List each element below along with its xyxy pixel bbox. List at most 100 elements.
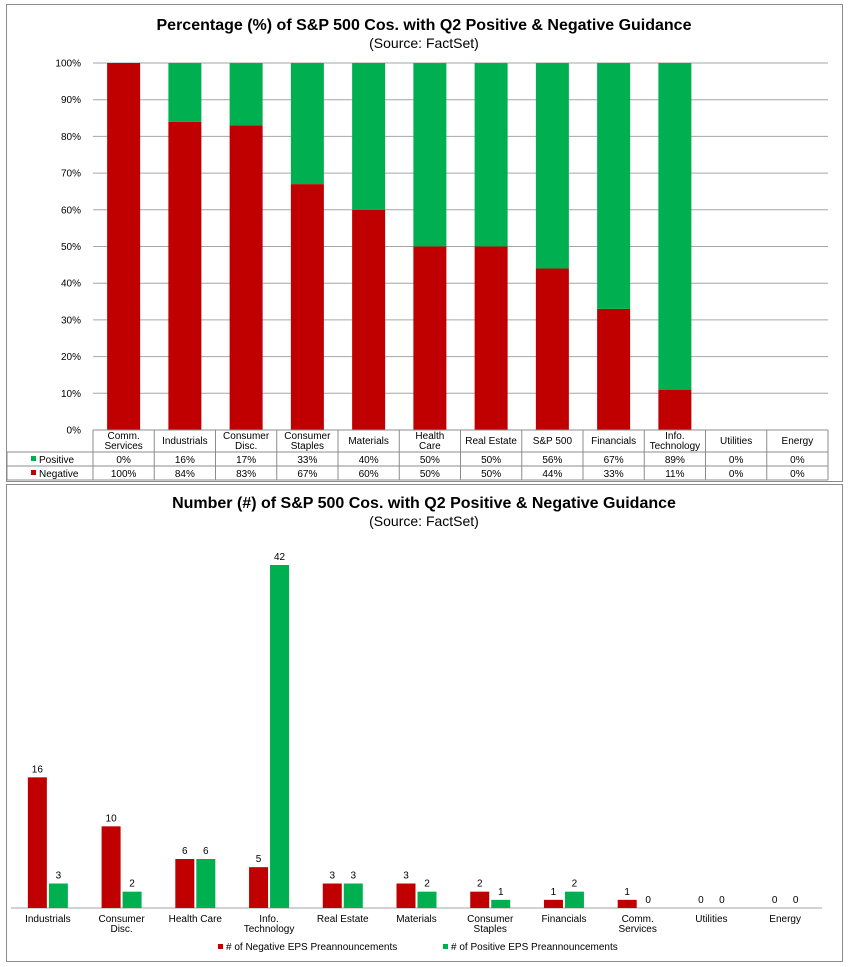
category-label: Staples (291, 441, 324, 452)
legend-key-negative (31, 470, 36, 475)
category-label: Comm. (108, 431, 140, 442)
bar-positive (168, 63, 202, 122)
category-label: Comm. (622, 914, 654, 925)
data-label-negative: 67% (297, 469, 317, 480)
data-label-positive: 56% (542, 455, 562, 466)
y-tick-label: 30% (61, 315, 81, 326)
bar-positive (658, 63, 692, 390)
bar-positive (491, 899, 511, 908)
bar-negative (658, 389, 692, 430)
data-label-positive: 67% (604, 455, 624, 466)
bar-negative (470, 891, 490, 908)
y-tick-label: 20% (61, 352, 81, 363)
legend-label-negative: Negative (39, 469, 79, 480)
data-label-negative: 0% (790, 469, 805, 480)
data-label-positive: 17% (236, 455, 256, 466)
category-label: Consumer (223, 431, 270, 442)
data-label-positive: 0 (793, 895, 799, 906)
percentage-chart: Percentage (%) of S&P 500 Cos. with Q2 P… (7, 17, 829, 481)
category-label: Care (419, 441, 441, 452)
category-label: Consumer (99, 914, 146, 925)
data-label-positive: 50% (420, 455, 440, 466)
bar-negative (322, 883, 342, 908)
y-tick-label: 50% (61, 242, 81, 253)
data-label-positive: 0% (116, 455, 131, 466)
bar-negative (535, 268, 569, 430)
data-label-negative: 1 (551, 887, 557, 898)
count-chart-panel: Number (#) of S&P 500 Cos. with Q2 Posit… (6, 484, 843, 962)
category-label: Technology (244, 924, 295, 935)
category-label: Info. (665, 431, 684, 442)
bar-negative (168, 121, 202, 430)
bar-negative (107, 63, 141, 430)
bar-negative (229, 125, 263, 430)
data-label-negative: 50% (420, 469, 440, 480)
category-label: Utilities (720, 436, 752, 447)
category-label: Consumer (467, 914, 514, 925)
y-tick-label: 90% (61, 95, 81, 106)
bar-positive (352, 63, 386, 210)
data-label-negative: 11% (665, 469, 684, 480)
data-label-positive: 1 (498, 887, 504, 898)
bar-positive (564, 891, 584, 908)
category-label: Energy (769, 914, 801, 925)
data-label-negative: 0 (698, 895, 704, 906)
chart-title: Percentage (%) of S&P 500 Cos. with Q2 P… (157, 17, 692, 34)
category-label: Disc. (110, 924, 132, 935)
bar-positive (413, 63, 447, 247)
chart-title: Number (#) of S&P 500 Cos. with Q2 Posit… (172, 495, 676, 512)
category-label: Energy (782, 436, 814, 447)
category-label: Health Care (169, 914, 223, 925)
category-label: Health (415, 431, 444, 442)
data-label-positive: 16% (175, 455, 195, 466)
bar-positive (48, 883, 68, 908)
category-label: Materials (348, 436, 389, 447)
data-label-negative: 0 (772, 895, 778, 906)
data-label-negative: 1 (624, 887, 630, 898)
data-label-negative: 100% (111, 469, 137, 480)
bar-positive (343, 883, 363, 908)
data-label-negative: 44% (542, 469, 562, 480)
legend-key-negative (218, 944, 223, 949)
bar-positive (597, 63, 631, 309)
category-label: Industrials (162, 436, 208, 447)
data-label-positive: 42 (274, 552, 286, 563)
bar-negative (597, 308, 631, 430)
data-label-positive: 50% (481, 455, 501, 466)
data-label-positive: 0 (645, 895, 651, 906)
data-label-negative: 5 (256, 854, 262, 865)
data-label-positive: 3 (56, 871, 62, 882)
bar-negative (27, 777, 47, 908)
bar-negative (290, 184, 324, 430)
data-label-positive: 40% (359, 455, 379, 466)
data-label-negative: 6 (182, 846, 188, 857)
category-label: Services (619, 924, 657, 935)
legend-label-positive: Positive (39, 455, 74, 466)
data-label-negative: 60% (359, 469, 379, 480)
category-label: Financials (541, 914, 586, 925)
category-label: Consumer (284, 431, 331, 442)
data-label-positive: 3 (350, 871, 356, 882)
category-label: Utilities (695, 914, 727, 925)
data-label-negative: 33% (604, 469, 624, 480)
count-chart: Number (#) of S&P 500 Cos. with Q2 Posit… (11, 495, 822, 953)
y-tick-label: 60% (61, 205, 81, 216)
category-label: Financials (591, 436, 636, 447)
data-label-negative: 0% (729, 469, 744, 480)
bar-positive (229, 63, 263, 126)
bar-negative (617, 899, 637, 908)
data-label-positive: 2 (572, 879, 578, 890)
bar-negative (352, 209, 386, 430)
bar-negative (543, 899, 563, 908)
data-label-positive: 2 (129, 879, 135, 890)
data-label-negative: 83% (236, 469, 256, 480)
category-label: Technology (650, 441, 701, 452)
bar-positive (122, 891, 142, 908)
chart-subtitle: (Source: FactSet) (369, 513, 479, 529)
data-label-positive: 0 (719, 895, 725, 906)
legend-key-positive (443, 944, 448, 949)
bar-positive (270, 565, 290, 908)
bar-negative (413, 246, 447, 430)
bar-positive (535, 63, 569, 269)
